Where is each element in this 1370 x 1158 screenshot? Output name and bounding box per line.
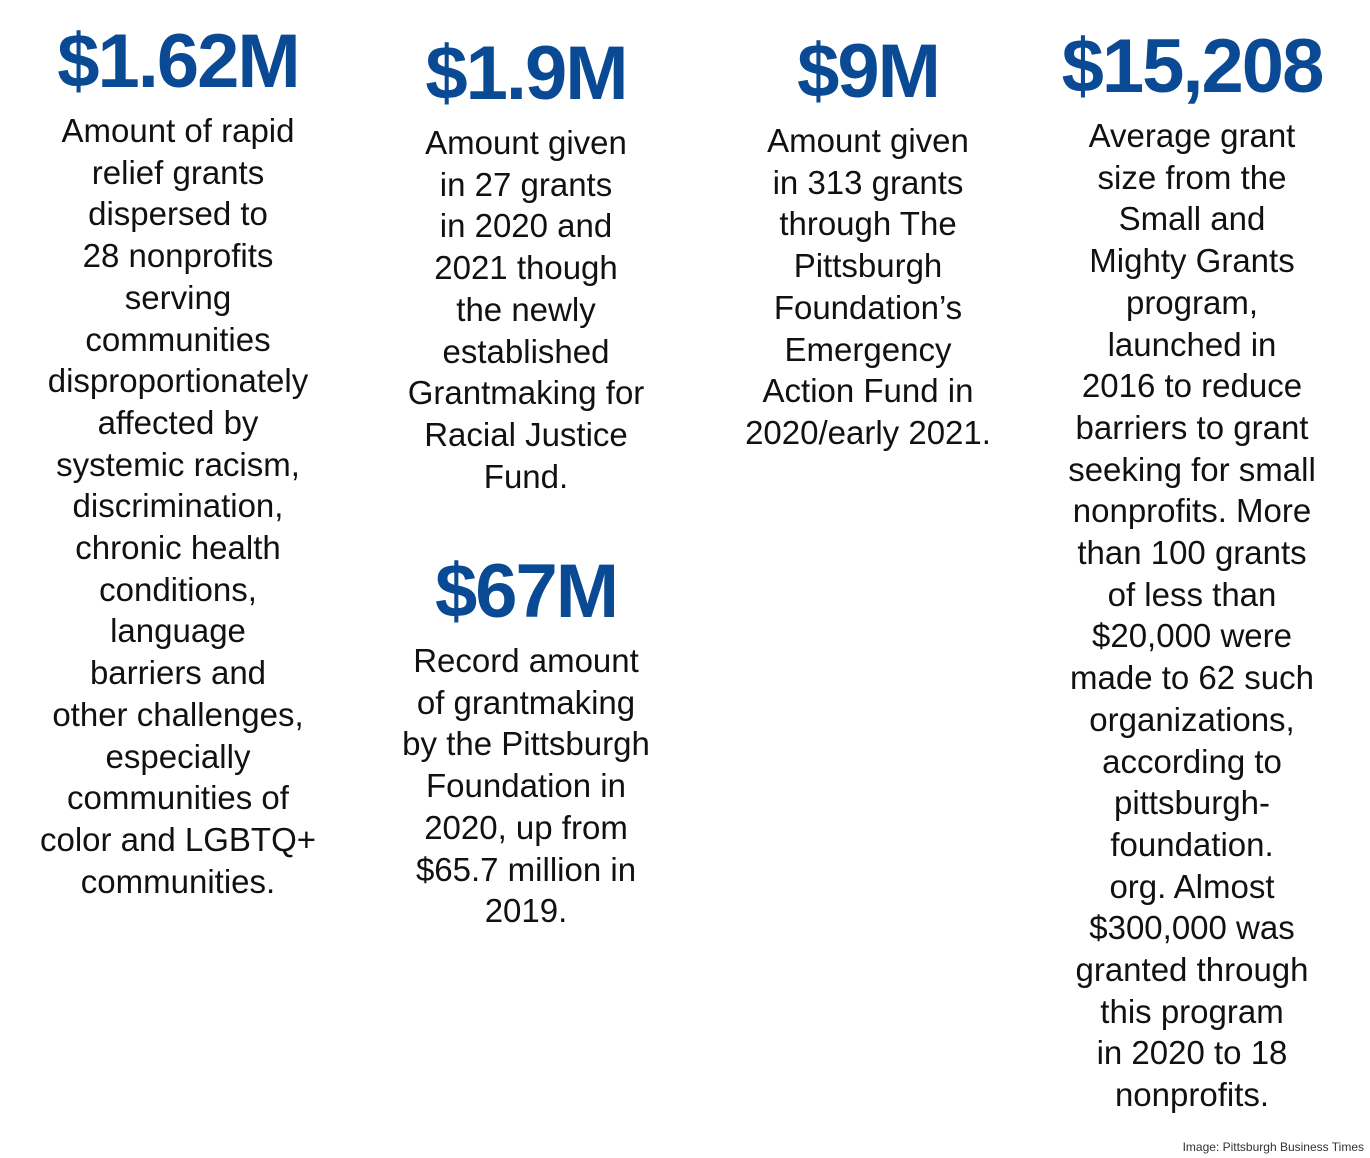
stat-description: Record amount of grantmaking by the Pitt… bbox=[402, 642, 650, 930]
stat-block-emergency-action: $9M Amount given in 313 grants through T… bbox=[698, 34, 1038, 454]
stat-block-record-grantmaking: $67M Record amount of grantmaking by the… bbox=[356, 554, 696, 932]
stat-value: $1.62M bbox=[57, 19, 301, 104]
stat-description: Amount of rapid relief grants dispersed … bbox=[39, 112, 317, 900]
stat-value: $15,208 bbox=[1061, 24, 1325, 109]
stat-description: Amount given in 313 grants through The P… bbox=[745, 122, 991, 451]
image-credit: Image: Pittsburgh Business Times bbox=[1182, 1140, 1364, 1154]
stat-block-small-and-mighty: $15,208 Average grant size from the Smal… bbox=[1022, 29, 1362, 1116]
stat-value: $67M bbox=[434, 549, 619, 634]
stat-description: Amount given in 27 grants in 2020 and 20… bbox=[407, 124, 645, 495]
stat-block-racial-justice: $1.9M Amount given in 27 grants in 2020 … bbox=[356, 36, 696, 497]
stat-value: $1.9M bbox=[425, 31, 628, 116]
stat-block-rapid-relief: $1.62M Amount of rapid relief grants dis… bbox=[8, 24, 348, 902]
stat-value: $9M bbox=[797, 29, 941, 114]
stat-description: Average grant size from the Small and Mi… bbox=[1068, 117, 1316, 1114]
